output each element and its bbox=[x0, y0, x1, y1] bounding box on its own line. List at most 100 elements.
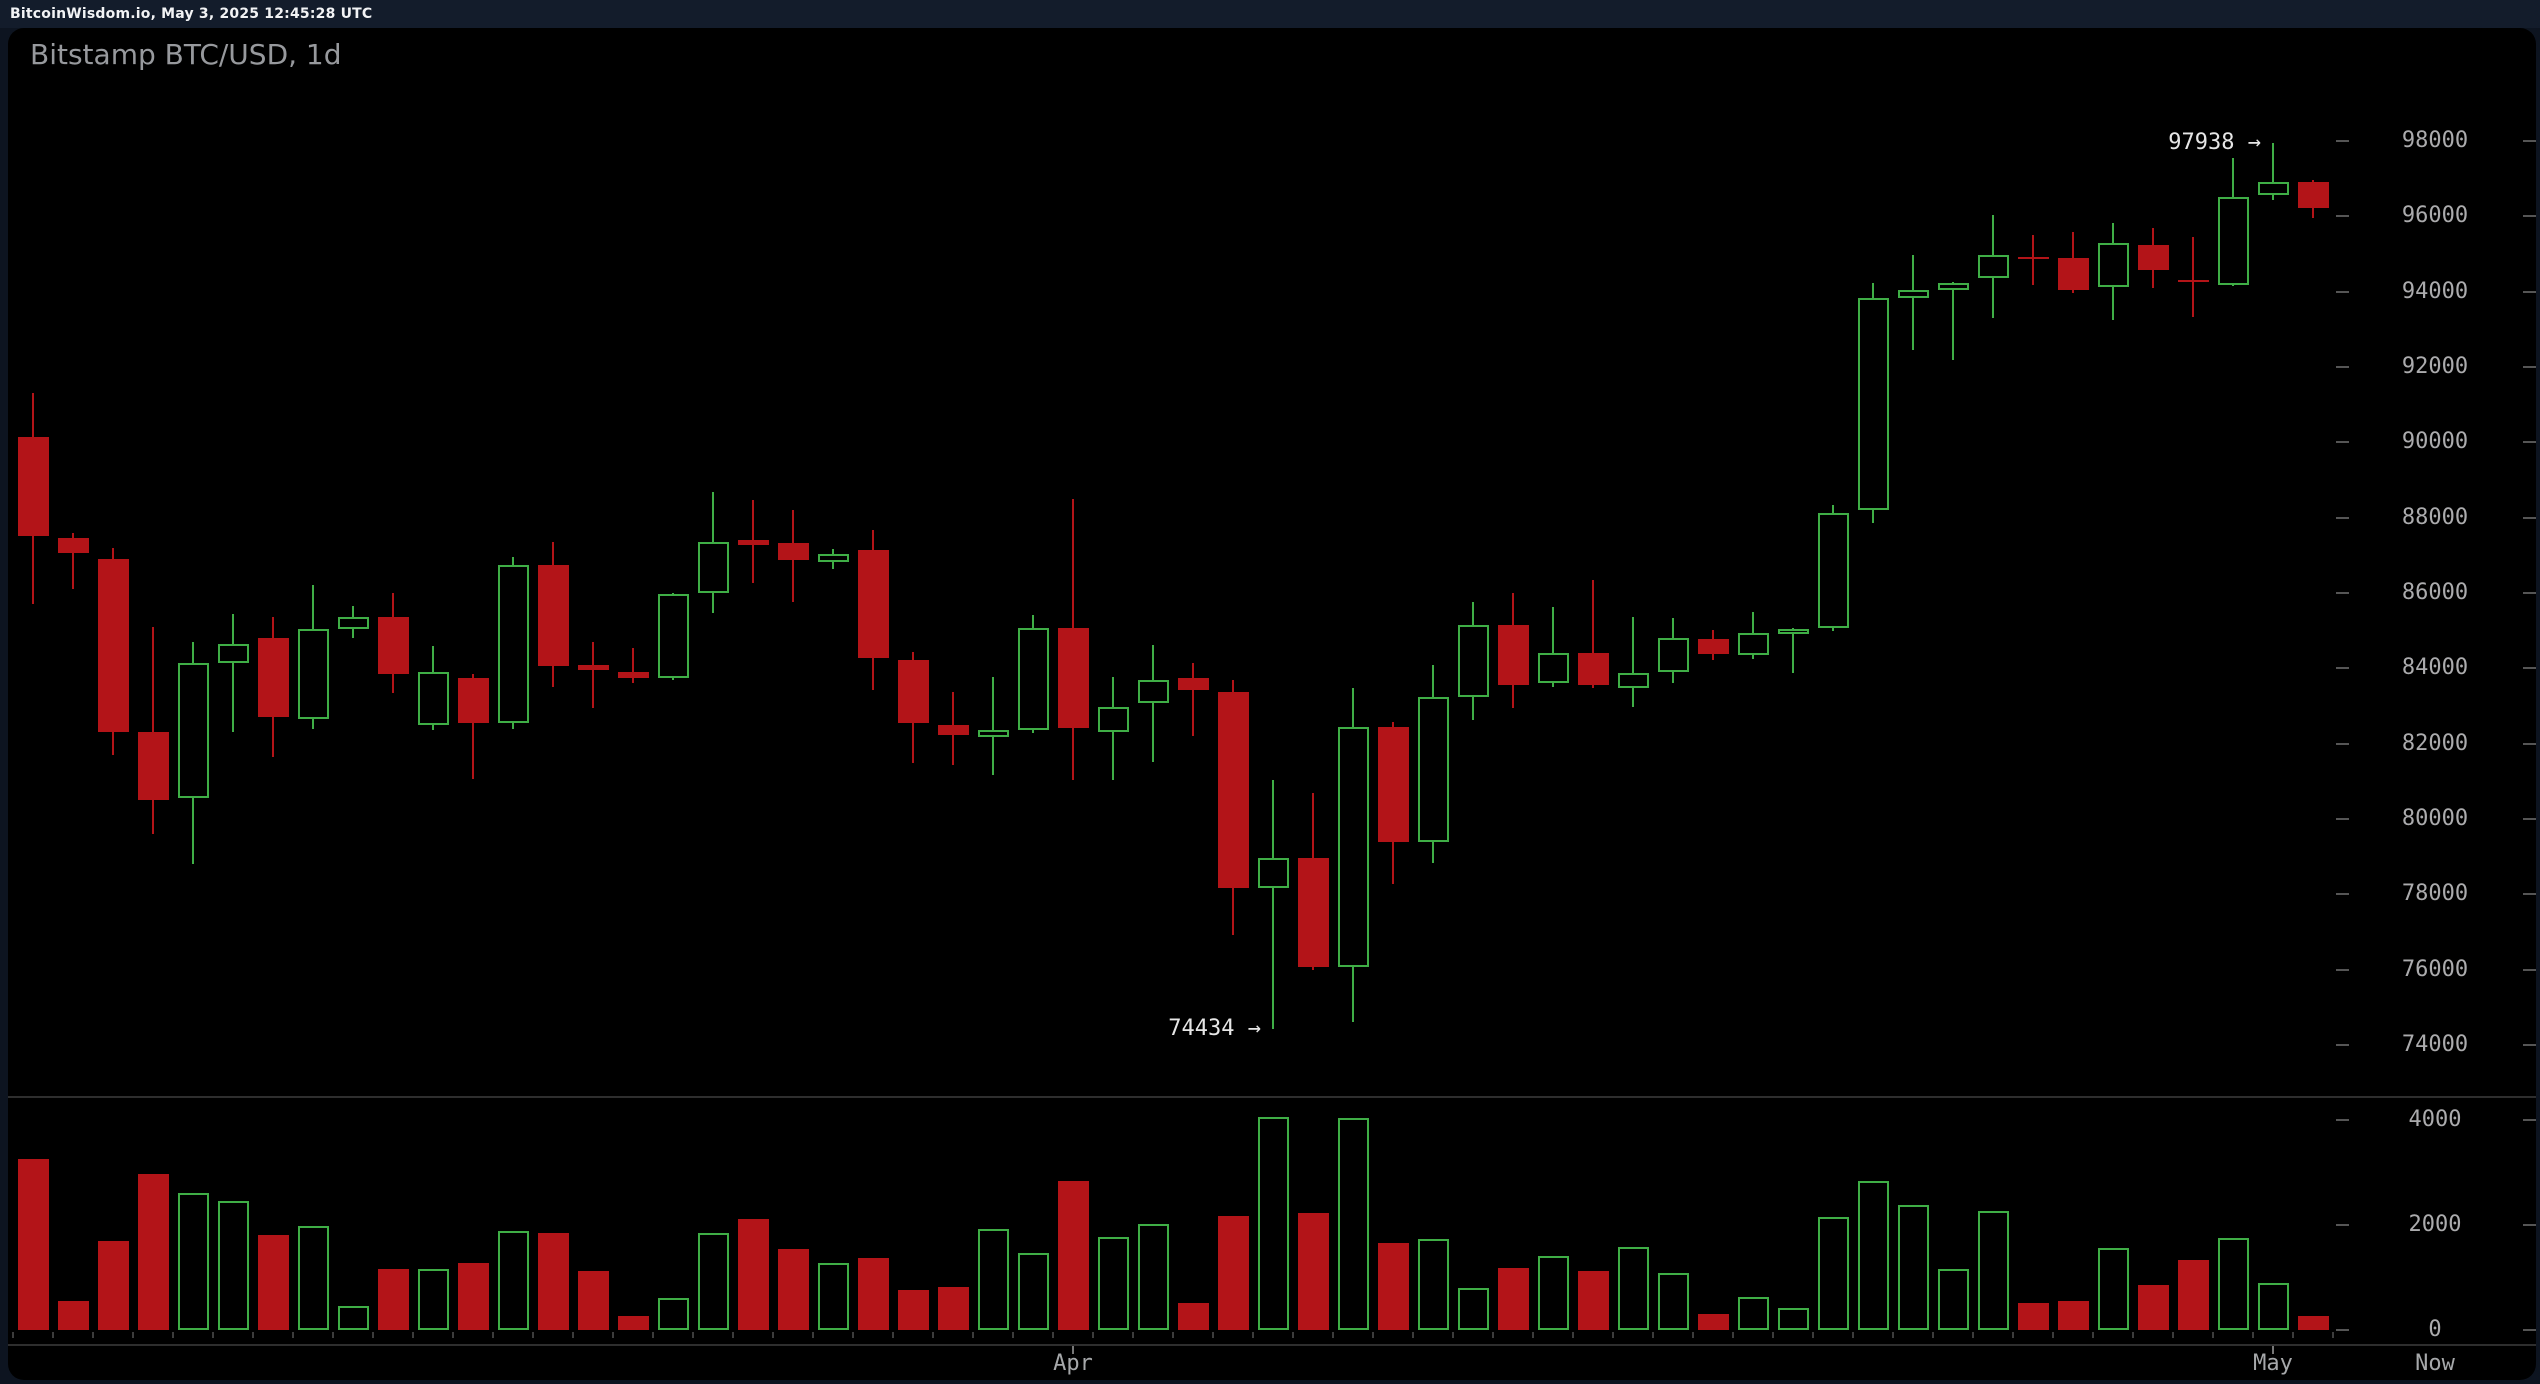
volume-bar[interactable] bbox=[538, 1232, 569, 1330]
volume-bar[interactable] bbox=[1778, 1307, 1809, 1330]
volume-bar[interactable] bbox=[2058, 1301, 2089, 1330]
candle-body[interactable] bbox=[1378, 727, 1409, 842]
candle-body[interactable] bbox=[1618, 673, 1649, 688]
candle-body[interactable] bbox=[18, 436, 49, 537]
candle-body[interactable] bbox=[2178, 279, 2209, 282]
volume-bar[interactable] bbox=[1258, 1116, 1289, 1330]
volume-bar[interactable] bbox=[1098, 1237, 1129, 1330]
volume-bar[interactable] bbox=[2258, 1282, 2289, 1330]
candle-body[interactable] bbox=[378, 617, 409, 674]
volume-bar[interactable] bbox=[218, 1200, 249, 1330]
volume-bar[interactable] bbox=[1218, 1216, 1249, 1330]
volume-bar[interactable] bbox=[298, 1226, 329, 1330]
volume-bar[interactable] bbox=[2178, 1260, 2209, 1330]
candle-body[interactable] bbox=[1418, 696, 1449, 842]
volume-bar[interactable] bbox=[1618, 1247, 1649, 1330]
volume-bar[interactable] bbox=[1978, 1210, 2009, 1330]
candle-body[interactable] bbox=[178, 662, 209, 799]
volume-bar[interactable] bbox=[98, 1240, 129, 1330]
volume-bar[interactable] bbox=[978, 1229, 1009, 1330]
volume-bar[interactable] bbox=[1698, 1314, 1729, 1330]
volume-bar[interactable] bbox=[818, 1263, 849, 1330]
volume-bar[interactable] bbox=[778, 1249, 809, 1330]
candle-body[interactable] bbox=[2058, 258, 2089, 291]
volume-bar[interactable] bbox=[1858, 1180, 1889, 1330]
candle-body[interactable] bbox=[1058, 628, 1089, 729]
candle-body[interactable] bbox=[1458, 625, 1489, 697]
candle-body[interactable] bbox=[1898, 290, 1929, 299]
volume-bar[interactable] bbox=[1058, 1180, 1089, 1330]
candle-body[interactable] bbox=[578, 664, 609, 671]
volume-bar[interactable] bbox=[1018, 1252, 1049, 1330]
volume-bar[interactable] bbox=[1298, 1212, 1329, 1330]
volume-bar[interactable] bbox=[738, 1219, 769, 1330]
volume-bar[interactable] bbox=[1338, 1117, 1369, 1330]
volume-bar[interactable] bbox=[698, 1232, 729, 1330]
candle-body[interactable] bbox=[2298, 182, 2329, 209]
volume-bar[interactable] bbox=[658, 1297, 689, 1330]
candle-body[interactable] bbox=[1218, 692, 1249, 889]
volume-bar[interactable] bbox=[938, 1286, 969, 1330]
candle-body[interactable] bbox=[1298, 858, 1329, 968]
candle-body[interactable] bbox=[938, 725, 969, 735]
volume-bar[interactable] bbox=[2098, 1248, 2129, 1330]
volume-bar[interactable] bbox=[2018, 1303, 2049, 1330]
volume-bar[interactable] bbox=[378, 1269, 409, 1330]
candle-body[interactable] bbox=[58, 538, 89, 554]
volume-bar[interactable] bbox=[458, 1262, 489, 1330]
volume-bar[interactable] bbox=[138, 1174, 169, 1330]
candle-body[interactable] bbox=[1538, 652, 1569, 683]
volume-bar[interactable] bbox=[1738, 1296, 1769, 1330]
candle-body[interactable] bbox=[618, 672, 649, 678]
candle-body[interactable] bbox=[1738, 632, 1769, 656]
candle-body[interactable] bbox=[818, 553, 849, 562]
candle-body[interactable] bbox=[1658, 638, 1689, 673]
volume-bar[interactable] bbox=[2218, 1238, 2249, 1330]
volume-bar[interactable] bbox=[418, 1269, 449, 1330]
volume-bar[interactable] bbox=[578, 1271, 609, 1330]
volume-bar[interactable] bbox=[1458, 1288, 1489, 1330]
candle-body[interactable] bbox=[338, 617, 369, 629]
volume-bar[interactable] bbox=[1818, 1217, 1849, 1330]
volume-bar[interactable] bbox=[1658, 1272, 1689, 1330]
candle-body[interactable] bbox=[458, 677, 489, 723]
volume-bar[interactable] bbox=[618, 1315, 649, 1330]
candle-body[interactable] bbox=[2018, 257, 2049, 259]
volume-bar[interactable] bbox=[1378, 1242, 1409, 1330]
volume-bar[interactable] bbox=[498, 1230, 529, 1330]
candle-body[interactable] bbox=[1178, 678, 1209, 691]
candle-body[interactable] bbox=[1818, 513, 1849, 629]
candle-body[interactable] bbox=[858, 550, 889, 659]
candle-body[interactable] bbox=[138, 732, 169, 801]
candle-body[interactable] bbox=[1778, 628, 1809, 634]
volume-bar[interactable] bbox=[1538, 1255, 1569, 1330]
volume-bar[interactable] bbox=[258, 1234, 289, 1330]
volume-bar[interactable] bbox=[1578, 1271, 1609, 1330]
candle-body[interactable] bbox=[1698, 638, 1729, 655]
candle-body[interactable] bbox=[1138, 680, 1169, 703]
candle-body[interactable] bbox=[1018, 628, 1049, 731]
candle-body[interactable] bbox=[1938, 283, 1969, 291]
volume-bar[interactable] bbox=[58, 1301, 89, 1330]
candle-body[interactable] bbox=[1098, 707, 1129, 733]
volume-bar[interactable] bbox=[858, 1258, 889, 1330]
volume-bar[interactable] bbox=[1498, 1268, 1529, 1330]
volume-bar[interactable] bbox=[2298, 1315, 2329, 1330]
candle-body[interactable] bbox=[418, 672, 449, 725]
volume-bar[interactable] bbox=[18, 1159, 49, 1330]
volume-bar[interactable] bbox=[2138, 1284, 2169, 1330]
candle-body[interactable] bbox=[1338, 727, 1369, 968]
candle-body[interactable] bbox=[898, 660, 929, 724]
candle-body[interactable] bbox=[2138, 244, 2169, 270]
candle-body[interactable] bbox=[698, 542, 729, 593]
candle-body[interactable] bbox=[498, 564, 529, 723]
volume-bar[interactable] bbox=[338, 1305, 369, 1330]
candle-body[interactable] bbox=[2218, 197, 2249, 285]
volume-bar[interactable] bbox=[1938, 1269, 1969, 1330]
candle-body[interactable] bbox=[258, 638, 289, 718]
candle-body[interactable] bbox=[2258, 182, 2289, 195]
candle-body[interactable] bbox=[538, 564, 569, 667]
volume-bar[interactable] bbox=[898, 1290, 929, 1330]
candle-body[interactable] bbox=[1258, 858, 1289, 889]
